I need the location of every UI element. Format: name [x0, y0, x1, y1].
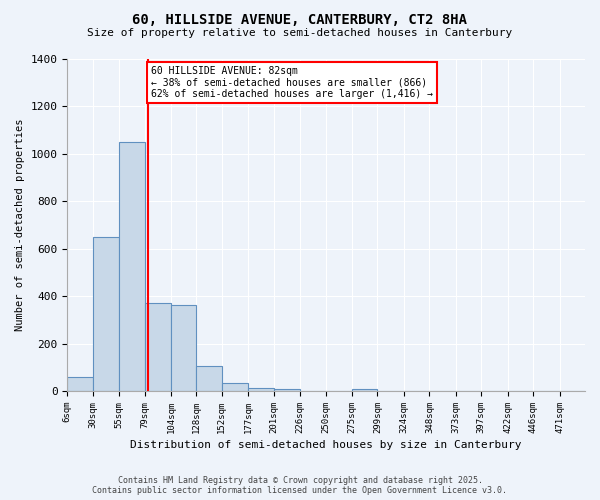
Bar [145, 304, 171, 391]
Text: Size of property relative to semi-detached houses in Canterbury: Size of property relative to semi-detach… [88, 28, 512, 38]
Bar [171, 304, 196, 391]
Y-axis label: Number of semi-detached properties: Number of semi-detached properties [15, 119, 25, 332]
Bar [274, 388, 300, 391]
Bar [352, 388, 377, 391]
Bar [222, 383, 248, 391]
Bar [92, 237, 119, 391]
Text: 60 HILLSIDE AVENUE: 82sqm
← 38% of semi-detached houses are smaller (866)
62% of: 60 HILLSIDE AVENUE: 82sqm ← 38% of semi-… [151, 66, 433, 100]
Bar [196, 366, 222, 391]
Text: Contains HM Land Registry data © Crown copyright and database right 2025.
Contai: Contains HM Land Registry data © Crown c… [92, 476, 508, 495]
Bar [119, 142, 145, 391]
Bar [67, 377, 92, 391]
Bar [248, 388, 274, 391]
Text: 60, HILLSIDE AVENUE, CANTERBURY, CT2 8HA: 60, HILLSIDE AVENUE, CANTERBURY, CT2 8HA [133, 12, 467, 26]
X-axis label: Distribution of semi-detached houses by size in Canterbury: Distribution of semi-detached houses by … [130, 440, 522, 450]
